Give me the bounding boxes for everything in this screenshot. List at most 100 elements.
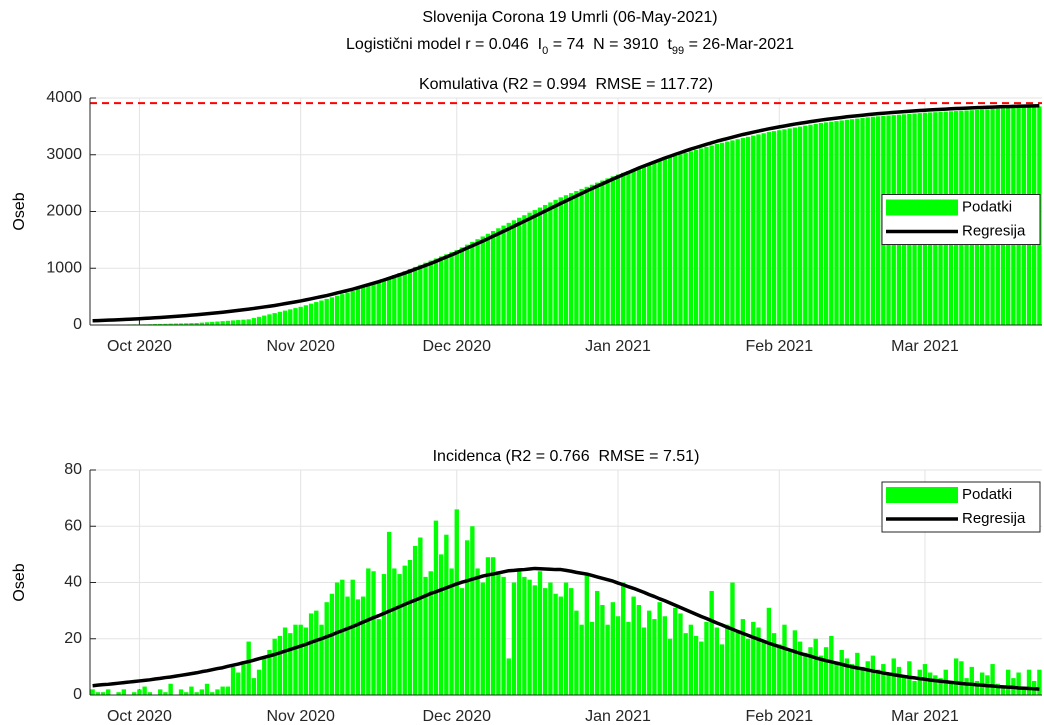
bar bbox=[714, 143, 720, 325]
bar bbox=[90, 689, 95, 695]
y-tick-label: 3000 bbox=[46, 146, 82, 163]
bar bbox=[849, 664, 855, 695]
x-tick-label: Dec 2020 bbox=[423, 338, 492, 355]
bar bbox=[693, 635, 699, 695]
bar bbox=[475, 239, 480, 325]
bar bbox=[324, 602, 329, 695]
bar bbox=[938, 678, 943, 695]
bar bbox=[215, 321, 220, 325]
bar bbox=[225, 320, 231, 325]
bar bbox=[532, 210, 537, 325]
bar bbox=[740, 138, 746, 325]
bar bbox=[782, 129, 787, 325]
bar bbox=[792, 630, 798, 695]
bar bbox=[256, 316, 262, 325]
bar bbox=[725, 624, 730, 695]
bar bbox=[334, 582, 340, 695]
bar bbox=[886, 672, 891, 695]
bar bbox=[912, 680, 917, 695]
bar bbox=[579, 188, 584, 325]
y-tick-label: 0 bbox=[73, 316, 82, 333]
y-tick-label: 40 bbox=[64, 574, 82, 591]
bar bbox=[1026, 669, 1032, 695]
bar bbox=[927, 672, 933, 695]
bar bbox=[558, 596, 563, 695]
bar bbox=[756, 134, 761, 325]
bar bbox=[740, 619, 746, 695]
bar bbox=[501, 576, 506, 695]
bar bbox=[870, 116, 876, 325]
bar bbox=[392, 568, 397, 695]
bar bbox=[615, 174, 621, 325]
bar bbox=[522, 215, 527, 325]
model-text: = 74 N = 3910 t bbox=[548, 36, 672, 53]
bar bbox=[496, 571, 501, 695]
y-tick-label: 20 bbox=[64, 630, 82, 647]
bar bbox=[839, 650, 844, 695]
bar bbox=[725, 141, 730, 325]
bar bbox=[444, 534, 449, 695]
bar bbox=[543, 588, 548, 695]
bar bbox=[834, 121, 839, 325]
bar bbox=[454, 509, 459, 695]
bar bbox=[563, 195, 569, 325]
bar bbox=[948, 683, 954, 695]
bar bbox=[610, 602, 616, 695]
bar bbox=[657, 160, 662, 325]
bar bbox=[516, 217, 522, 325]
bar bbox=[433, 258, 439, 325]
bar bbox=[470, 526, 475, 695]
bar bbox=[610, 176, 616, 325]
bar bbox=[714, 627, 720, 695]
bar bbox=[220, 321, 225, 325]
bar bbox=[163, 323, 168, 325]
bar bbox=[818, 122, 824, 325]
bar bbox=[147, 692, 153, 695]
legend-label: Regresija bbox=[962, 510, 1026, 527]
bar bbox=[303, 627, 309, 695]
bar bbox=[813, 123, 818, 326]
bar bbox=[699, 641, 704, 695]
bar bbox=[626, 621, 631, 695]
bar bbox=[860, 666, 865, 695]
chart-title: Incidenca (R2 = 0.766 RMSE = 7.51) bbox=[433, 448, 700, 465]
bar bbox=[621, 172, 626, 325]
bar bbox=[454, 250, 459, 325]
bar bbox=[511, 582, 517, 695]
legend-label: Regresija bbox=[962, 222, 1026, 239]
bar bbox=[865, 117, 870, 326]
bar bbox=[132, 692, 137, 695]
bar bbox=[647, 610, 652, 695]
bar bbox=[569, 588, 574, 695]
y-tick-label: 0 bbox=[73, 686, 82, 703]
bar bbox=[699, 148, 704, 325]
bar bbox=[959, 661, 964, 695]
bar bbox=[662, 616, 668, 695]
bar bbox=[407, 560, 413, 695]
bar bbox=[158, 323, 163, 325]
bar bbox=[761, 133, 766, 325]
bar bbox=[236, 320, 241, 325]
bar bbox=[314, 610, 319, 695]
bar bbox=[704, 146, 709, 325]
bar bbox=[631, 169, 636, 325]
bar bbox=[1006, 669, 1011, 695]
bar bbox=[241, 319, 246, 325]
model-line: Logistični model r = 0.046 I0 = 74 N = 3… bbox=[346, 36, 794, 57]
bar bbox=[464, 244, 470, 325]
bar bbox=[735, 630, 740, 695]
bar bbox=[215, 689, 220, 695]
bar bbox=[771, 633, 777, 695]
bar bbox=[485, 557, 491, 695]
bar bbox=[969, 666, 974, 695]
figure-title: Slovenija Corona 19 Umrli (06-May-2021) bbox=[422, 9, 717, 26]
bar bbox=[464, 540, 470, 695]
bar bbox=[428, 260, 433, 325]
bar bbox=[251, 318, 257, 325]
bar bbox=[423, 262, 428, 325]
bar bbox=[121, 689, 126, 695]
bar bbox=[953, 658, 959, 695]
bar bbox=[875, 669, 881, 695]
bar bbox=[844, 119, 850, 325]
